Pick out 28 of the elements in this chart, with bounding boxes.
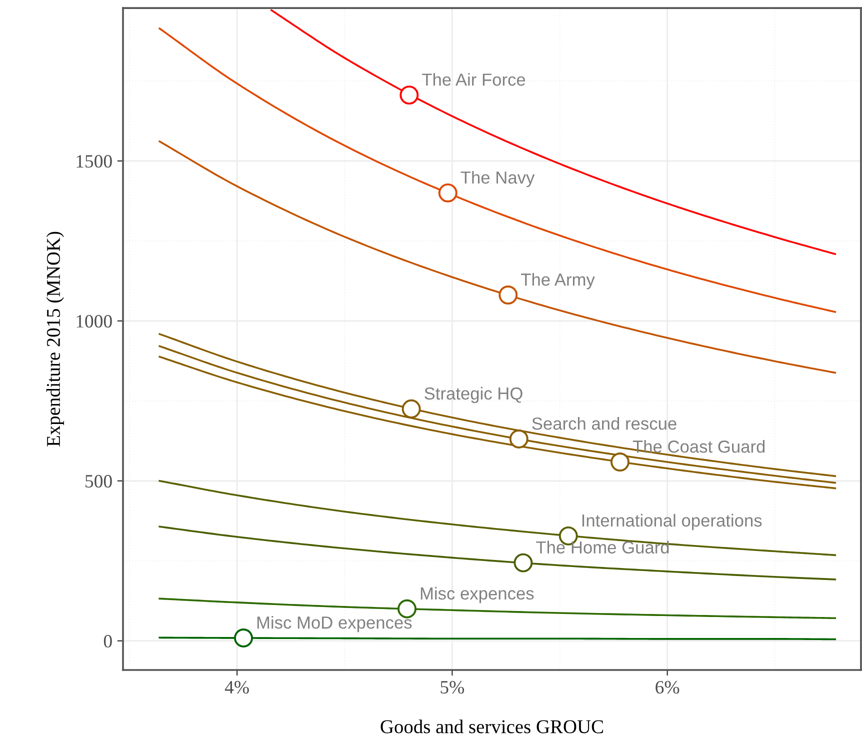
point	[398, 599, 416, 618]
series-label: The Home Guard	[536, 540, 669, 554]
y-tick-label: 500	[86, 474, 112, 488]
point	[438, 183, 458, 202]
series-label: International operations	[582, 514, 762, 530]
point	[514, 553, 533, 572]
y-tick-label: 1500	[76, 155, 112, 168]
x-tick-label: 4%	[224, 680, 249, 694]
point	[610, 452, 630, 472]
point	[498, 286, 518, 304]
series-label: The Navy	[460, 170, 535, 188]
series-label: Search and rescue	[532, 417, 676, 430]
point	[234, 628, 253, 648]
y-tick-label: 1000	[76, 314, 112, 328]
series-label: The Coast Guard	[632, 440, 765, 453]
x-tick-label: 5%	[440, 680, 464, 694]
point	[509, 430, 528, 448]
x-tick-label: 6%	[656, 680, 680, 694]
point	[400, 86, 419, 105]
y-axis-title: Expenditure 2015 (MNOK)	[46, 232, 64, 446]
point	[402, 399, 421, 418]
series-label: Misc MoD expences	[257, 616, 412, 632]
x-axis-title: Goods and services GROUC	[380, 720, 603, 734]
series-label: Misc expences	[420, 586, 534, 604]
series-label: Strategic HQ	[424, 386, 522, 404]
series-label: The Army	[521, 273, 595, 290]
series-label: The Air Force	[422, 73, 526, 86]
y-tick-label: 0	[104, 634, 112, 648]
